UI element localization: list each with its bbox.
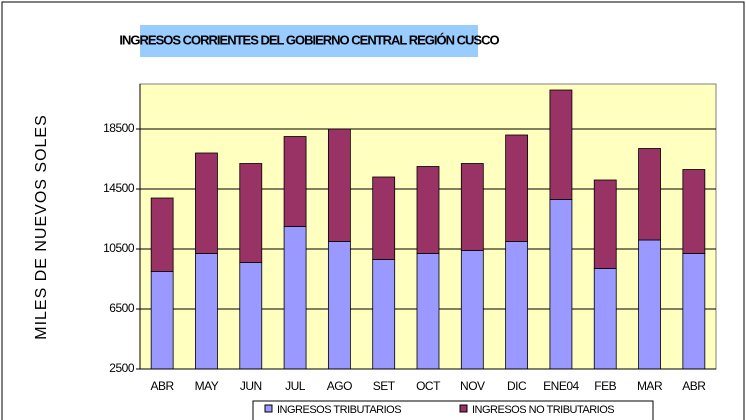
y-tick-label: 18500	[103, 121, 135, 135]
x-tick-label: ABR	[151, 379, 175, 393]
bar-segment	[195, 253, 218, 370]
x-tick-label: MAY	[195, 379, 219, 393]
bar-segment	[150, 271, 174, 370]
bar-segment	[549, 89, 573, 200]
bar-segment	[416, 166, 440, 254]
legend-box	[252, 400, 654, 420]
x-tick-label: OCT	[416, 379, 441, 393]
legend-swatch	[459, 404, 468, 413]
x-tick-label: ABR	[682, 379, 706, 393]
legend-label: INGRESOS TRIBUTARIOS	[277, 404, 401, 416]
bar-segment	[505, 241, 529, 370]
bar-segment	[150, 197, 174, 272]
bar-segment	[239, 262, 263, 370]
x-tick-label: MAR	[637, 379, 663, 393]
bar-segment	[505, 134, 529, 242]
x-tick-label: SET	[373, 379, 396, 393]
y-axis-label: MILES DE NUEVOS SOLES	[33, 114, 50, 340]
x-tick-label: NOV	[460, 379, 485, 393]
bar-segment	[283, 226, 307, 370]
bar-segment	[638, 239, 661, 370]
legend-swatch	[264, 404, 273, 413]
y-tick-label: 6500	[109, 301, 135, 315]
bar-segment	[327, 241, 351, 370]
y-tick-label: 10500	[103, 241, 135, 255]
bar-segment	[283, 136, 307, 227]
x-tick-label: JUL	[285, 379, 306, 393]
y-tick-label: 14500	[103, 181, 135, 195]
bar-segment	[460, 163, 484, 251]
bar-segment	[682, 253, 706, 370]
bar-segment	[239, 163, 263, 263]
x-tick-label: JUN	[240, 379, 262, 393]
bar-segment	[638, 148, 661, 241]
bar-segment	[593, 179, 617, 269]
bar-segment	[372, 259, 396, 370]
bar-segment	[593, 268, 617, 370]
bar-segment	[549, 199, 573, 370]
title-box	[140, 25, 478, 57]
x-tick-label: DIC	[507, 379, 527, 393]
y-tick-label: 2500	[109, 361, 135, 375]
chart-title: INGRESOS CORRIENTES DEL GOBIERNO CENTRAL…	[119, 32, 499, 47]
bar-segment	[682, 169, 706, 254]
bar-segment	[460, 250, 484, 370]
bar-segment	[416, 253, 440, 370]
bar-segment	[327, 128, 351, 242]
bar-segment	[372, 176, 396, 260]
x-tick-label: AGO	[327, 379, 352, 393]
legend-label: INGRESOS NO TRIBUTARIOS	[472, 404, 614, 416]
bar-segment	[195, 152, 218, 254]
x-tick-label: ENE04	[543, 379, 579, 393]
x-tick-label: FEB	[594, 379, 616, 393]
